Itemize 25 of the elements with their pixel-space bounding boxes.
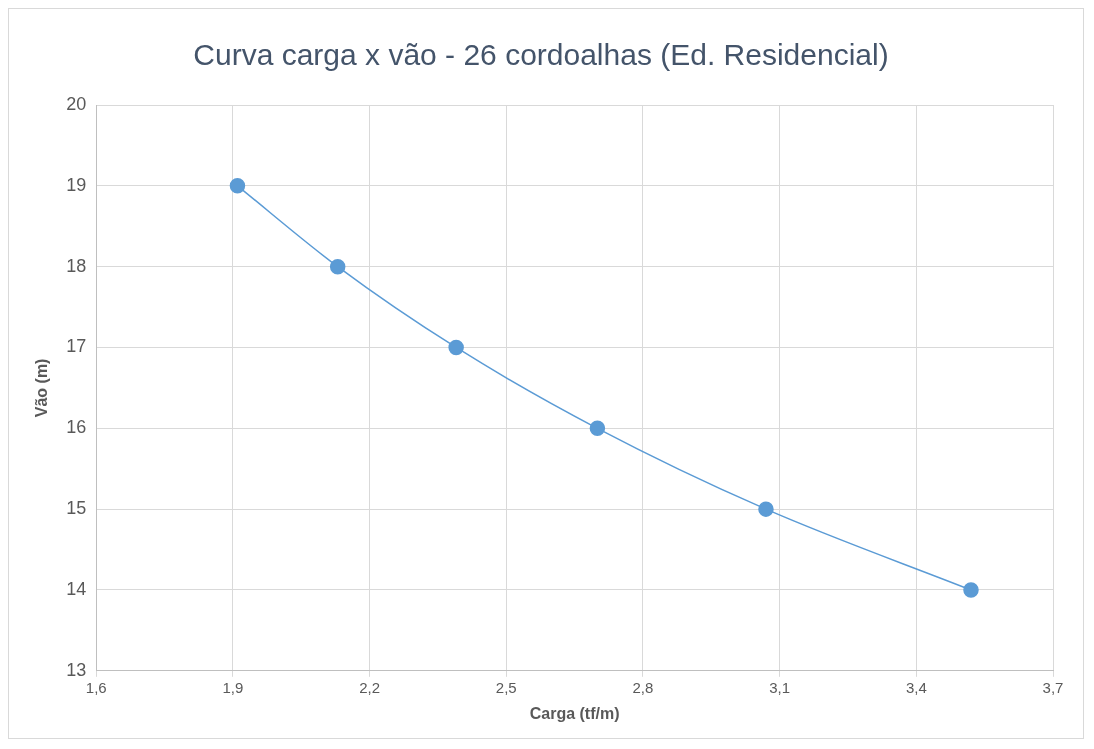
chart-title: Curva carga x vão - 26 cordoalhas (Ed. Residencial) [193,38,889,72]
y-tick-label: 18 [66,255,87,276]
y-tick-label: 20 [66,93,87,114]
y-tick-label: 17 [66,336,87,357]
point [448,339,464,356]
y-tick-label: 14 [66,578,87,599]
x-tick-label: 3,4 [905,678,927,696]
point [229,178,246,194]
point [758,501,774,517]
x-tick-label: 2,2 [359,678,381,696]
y-tick-label: 15 [66,498,87,519]
x-tick-label: 1,9 [222,678,244,696]
x-tick-label: 2,8 [632,678,654,696]
y-tick-label: 13 [66,659,87,680]
point [329,258,346,275]
y-tick-label: 16 [66,417,87,438]
point [963,582,979,598]
x-tick-label: 2,5 [495,678,517,696]
y-tick-label: 19 [66,174,87,195]
point [589,420,606,437]
x-tick-label: 3,1 [769,678,791,696]
x-tick-label: 3,7 [1042,678,1064,696]
x-tick-label: 1,6 [85,678,107,696]
y-axis-title: Vão (m) [33,358,51,418]
x-axis-title: Carga (tf/m) [529,704,620,722]
